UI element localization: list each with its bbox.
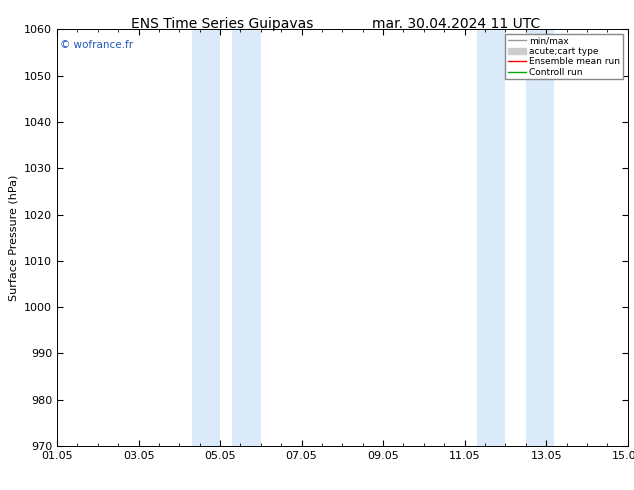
Bar <box>477 29 505 446</box>
Text: © wofrance.fr: © wofrance.fr <box>60 40 133 50</box>
Legend: min/max, acute;cart type, Ensemble mean run, Controll run: min/max, acute;cart type, Ensemble mean … <box>505 34 623 79</box>
Y-axis label: Surface Pressure (hPa): Surface Pressure (hPa) <box>8 174 18 301</box>
Bar <box>232 29 261 446</box>
Text: mar. 30.04.2024 11 UTC: mar. 30.04.2024 11 UTC <box>372 17 541 31</box>
Text: ENS Time Series Guipavas: ENS Time Series Guipavas <box>131 17 313 31</box>
Bar <box>191 29 220 446</box>
Bar <box>526 29 554 446</box>
